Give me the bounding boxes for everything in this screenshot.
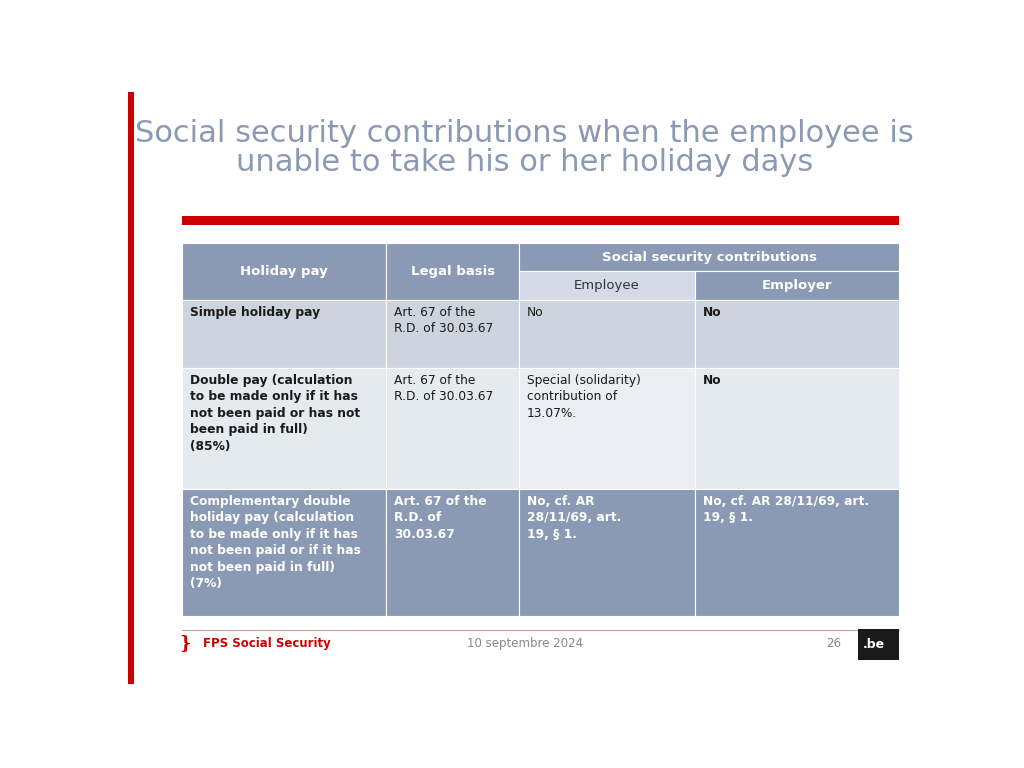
Text: Legal basis: Legal basis bbox=[411, 265, 495, 278]
Bar bbox=[182, 300, 386, 368]
Text: Social security contributions: Social security contributions bbox=[602, 250, 817, 263]
Text: Complementary double
holiday pay (calculation
to be made only if it has
not been: Complementary double holiday pay (calcul… bbox=[189, 495, 360, 591]
Text: Double pay (calculation
to be made only if it has
not been paid or has not
been : Double pay (calculation to be made only … bbox=[189, 374, 360, 452]
Text: Employer: Employer bbox=[762, 279, 833, 292]
Bar bbox=[128, 92, 134, 684]
Bar bbox=[519, 489, 695, 616]
Text: Employee: Employee bbox=[574, 279, 640, 292]
Bar bbox=[519, 243, 899, 271]
Text: 26: 26 bbox=[826, 637, 842, 650]
Text: No: No bbox=[702, 306, 722, 319]
Text: ❵: ❵ bbox=[177, 635, 193, 653]
Bar bbox=[182, 368, 386, 489]
Bar bbox=[695, 489, 899, 616]
Text: No, cf. AR 28/11/69, art.
19, § 1.: No, cf. AR 28/11/69, art. 19, § 1. bbox=[702, 495, 869, 525]
Text: No: No bbox=[527, 306, 544, 319]
Text: No, cf. AR
28/11/69, art.
19, § 1.: No, cf. AR 28/11/69, art. 19, § 1. bbox=[527, 495, 622, 541]
Bar bbox=[386, 489, 519, 616]
Text: Holiday pay: Holiday pay bbox=[241, 265, 328, 278]
Bar bbox=[695, 368, 899, 489]
Text: No: No bbox=[702, 374, 722, 386]
Text: Art. 67 of the
R.D. of
30.03.67: Art. 67 of the R.D. of 30.03.67 bbox=[394, 495, 487, 541]
Text: .be: .be bbox=[863, 638, 885, 651]
Bar bbox=[182, 243, 386, 300]
Bar bbox=[858, 629, 899, 660]
Text: Art. 67 of the
R.D. of 30.03.67: Art. 67 of the R.D. of 30.03.67 bbox=[394, 374, 494, 403]
Text: Art. 67 of the
R.D. of 30.03.67: Art. 67 of the R.D. of 30.03.67 bbox=[394, 306, 494, 335]
Bar bbox=[519, 368, 695, 489]
Text: unable to take his or her holiday days: unable to take his or her holiday days bbox=[237, 148, 813, 177]
Bar bbox=[386, 300, 519, 368]
Bar bbox=[386, 368, 519, 489]
Bar bbox=[519, 300, 695, 368]
Bar bbox=[182, 216, 899, 225]
Bar bbox=[386, 243, 519, 300]
Text: Special (solidarity)
contribution of
13.07%.: Special (solidarity) contribution of 13.… bbox=[527, 374, 641, 419]
Text: Simple holiday pay: Simple holiday pay bbox=[189, 306, 321, 319]
Bar bbox=[695, 300, 899, 368]
Bar bbox=[519, 271, 695, 300]
Bar bbox=[695, 271, 899, 300]
Text: FPS Social Security: FPS Social Security bbox=[204, 637, 331, 650]
Text: Social security contributions when the employee is: Social security contributions when the e… bbox=[135, 119, 914, 147]
Bar bbox=[182, 489, 386, 616]
Text: 10 septembre 2024: 10 septembre 2024 bbox=[467, 637, 583, 650]
